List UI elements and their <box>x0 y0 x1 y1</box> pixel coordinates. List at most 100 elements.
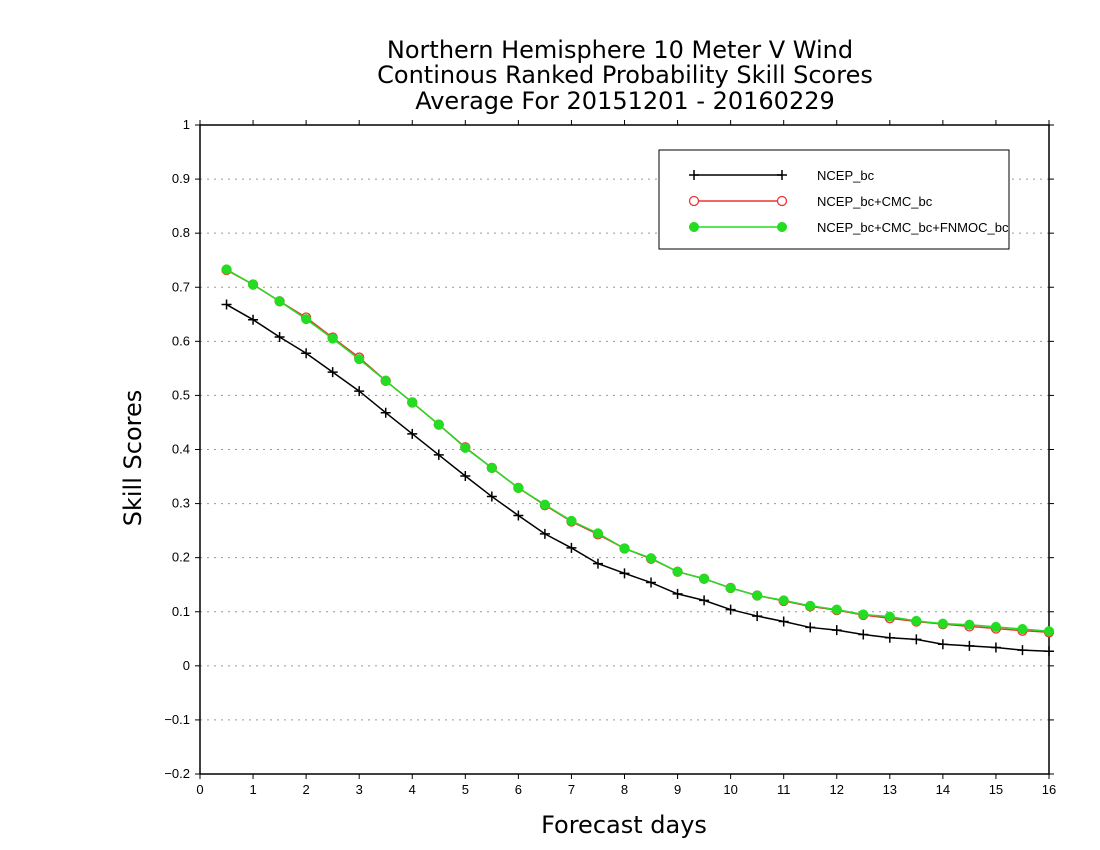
data-point <box>539 499 550 510</box>
data-point <box>1017 624 1028 635</box>
x-tick-label: 2 <box>303 782 310 797</box>
x-tick-label: 3 <box>356 782 363 797</box>
x-tick-label: 7 <box>568 782 575 797</box>
legend-label: NCEP_bc <box>817 168 875 183</box>
data-point <box>776 221 788 233</box>
data-point <box>407 397 418 408</box>
x-tick-label: 1 <box>249 782 256 797</box>
data-point <box>688 221 700 233</box>
data-point <box>460 442 471 453</box>
data-point <box>380 407 391 418</box>
data-point <box>619 543 630 554</box>
grid-lines <box>200 178 1049 721</box>
data-point <box>911 615 922 626</box>
y-tick-label: 0.5 <box>172 387 190 402</box>
data-point <box>221 299 232 310</box>
x-tick-label: 9 <box>674 782 681 797</box>
legend-item: NCEP_bc+CMC_bc+FNMOC_bc <box>688 220 1009 235</box>
data-point <box>778 616 789 627</box>
y-tick-label: −0.1 <box>164 712 190 727</box>
x-tick-label: 4 <box>409 782 416 797</box>
data-point <box>699 573 710 584</box>
x-tick-label: 6 <box>515 782 522 797</box>
data-point <box>354 386 365 397</box>
data-point <box>301 314 312 325</box>
data-point <box>964 619 975 630</box>
data-point <box>221 264 232 275</box>
data-point <box>884 611 895 622</box>
data-point <box>990 621 1001 632</box>
legend-label: NCEP_bc+CMC_bc <box>817 194 933 209</box>
series-ncep-bc-cmc-bc-fnmoc-bc <box>221 264 1055 637</box>
data-point <box>460 471 471 482</box>
data-point <box>776 195 788 207</box>
data-point <box>619 568 630 579</box>
x-tick-label: 11 <box>777 782 791 797</box>
data-point <box>805 600 816 611</box>
data-point <box>248 314 259 325</box>
data-point <box>831 625 842 636</box>
y-tick-label: 0.6 <box>172 333 190 348</box>
x-axis-label: Forecast days <box>541 811 707 839</box>
data-point <box>433 419 444 430</box>
data-point <box>407 428 418 439</box>
data-point <box>858 609 869 620</box>
legend-label: NCEP_bc+CMC_bc+FNMOC_bc <box>817 220 1009 235</box>
data-point <box>566 542 577 553</box>
data-point <box>778 595 789 606</box>
data-point <box>1043 626 1055 637</box>
data-point <box>672 588 683 599</box>
data-point <box>688 195 700 207</box>
data-point <box>937 639 948 650</box>
data-point <box>911 634 922 645</box>
data-point <box>486 491 497 502</box>
x-tick-label: 16 <box>1042 782 1056 797</box>
data-point <box>539 528 550 539</box>
legend-item: NCEP_bc+CMC_bc <box>688 194 933 209</box>
x-tick-label: 15 <box>989 782 1003 797</box>
y-tick-label: 0.4 <box>172 442 190 457</box>
legend-item: NCEP_bc <box>689 168 875 183</box>
y-tick-label: 0.8 <box>172 225 190 240</box>
data-point <box>725 582 736 594</box>
y-tick-label: 0 <box>183 658 190 673</box>
data-point <box>592 558 603 569</box>
data-point <box>884 632 895 643</box>
x-tick-label: 5 <box>462 782 469 797</box>
data-point <box>327 333 338 344</box>
x-tick-label: 14 <box>936 782 950 797</box>
data-point <box>354 354 365 365</box>
data-point <box>689 170 699 180</box>
y-tick-label: 1 <box>183 117 190 132</box>
chart-title-line-2: Continous Ranked Probability Skill Score… <box>377 61 873 89</box>
data-point <box>327 367 338 378</box>
data-point <box>964 640 975 651</box>
data-point <box>274 332 285 343</box>
data-point <box>1017 645 1028 656</box>
x-tick-label: 0 <box>196 782 203 797</box>
data-point <box>486 462 497 473</box>
y-tick-label: 0.7 <box>172 279 190 294</box>
y-tick-label: 0.3 <box>172 496 190 511</box>
x-tick-label: 8 <box>621 782 628 797</box>
plot-series <box>221 264 1055 657</box>
y-tick-label: −0.2 <box>164 766 190 781</box>
chart-title-line-1: Northern Hemisphere 10 Meter V Wind <box>387 36 853 64</box>
data-point <box>513 510 524 521</box>
data-point <box>513 482 524 493</box>
legend: NCEP_bc NCEP_bc+CMC_bc NCEP_bc+CMC_bc+FNMO… <box>658 149 1010 250</box>
data-point <box>725 604 736 615</box>
data-point <box>937 618 948 629</box>
plot-frame <box>199 124 1050 775</box>
data-point <box>752 611 763 622</box>
data-point <box>248 279 259 290</box>
data-point <box>645 553 657 564</box>
x-tick-label: 13 <box>883 782 897 797</box>
data-point <box>646 577 657 588</box>
data-point <box>433 449 444 460</box>
data-point <box>831 604 842 615</box>
series-line <box>226 268 1050 632</box>
data-point <box>858 629 869 640</box>
data-point <box>777 170 787 180</box>
